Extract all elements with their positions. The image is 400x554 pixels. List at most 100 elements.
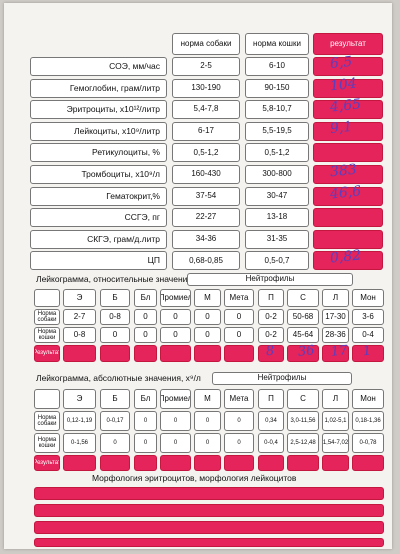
- relative-neutrophils-header: Нейтрофилы: [187, 273, 353, 286]
- handwritten-leukogram-result: 36: [297, 343, 315, 360]
- leukogram-row-label: Норма кошки: [34, 433, 60, 453]
- leukogram-result-cell[interactable]: [194, 455, 221, 471]
- leukogram-result-cell[interactable]: [160, 455, 191, 471]
- leukogram-column-header: Промиел: [160, 389, 191, 409]
- leukogram-result-cell[interactable]: [134, 455, 157, 471]
- leukogram-result-cell[interactable]: [258, 455, 284, 471]
- leukogram-result-cell[interactable]: [100, 455, 130, 471]
- leukogram-cell: 0: [160, 411, 191, 431]
- result-cell[interactable]: [313, 230, 383, 249]
- leukogram-result-cell[interactable]: [352, 455, 384, 471]
- leukogram-cell: 0: [134, 433, 157, 453]
- leukogram-column-header: П: [258, 389, 284, 409]
- relative-leukogram-title: Лейкограмма, относительные значения: [36, 274, 192, 284]
- leukogram-cell: 0-2: [258, 327, 284, 343]
- leukogram-column-header: П: [258, 289, 284, 307]
- absolute-leukogram-title: Лейкограмма, абсолютные значения, х⁹/л: [36, 373, 201, 383]
- leukogram-result-label: Результат: [34, 455, 60, 471]
- cat-norm-value: 0,5-1,2: [245, 143, 309, 162]
- parameter-label: Гемоглобин, грам/литр: [30, 79, 167, 98]
- cat-norm-header: норма кошки: [245, 33, 309, 55]
- leukogram-result-cell[interactable]: [224, 345, 254, 362]
- leukogram-cell: 2-7: [63, 309, 96, 325]
- morphology-title: Морфология эритроцитов, морфология лейко…: [92, 473, 296, 483]
- absolute-neutrophils-header: Нейтрофилы: [212, 372, 352, 385]
- dog-norm-value: 34-36: [172, 230, 240, 249]
- leukogram-header-spacer: [34, 389, 60, 409]
- leukogram-column-header: М: [194, 289, 221, 307]
- leukogram-column-header: Л: [322, 389, 349, 409]
- leukogram-result-cell[interactable]: [134, 345, 157, 362]
- leukogram-cell: 0: [224, 433, 254, 453]
- leukogram-cell: 0: [134, 327, 157, 343]
- leukogram-column-header: Промиел: [160, 289, 191, 307]
- leukogram-cell: 0: [134, 411, 157, 431]
- handwritten-result: 46,6: [329, 183, 362, 202]
- leukogram-cell: 0: [160, 433, 191, 453]
- leukogram-cell: 45-64: [287, 327, 319, 343]
- leukogram-cell: 0: [224, 411, 254, 431]
- dog-norm-value: 6-17: [172, 122, 240, 141]
- leukogram-cell: 0: [100, 433, 130, 453]
- leukogram-cell: 28-36: [322, 327, 349, 343]
- dog-norm-value: 0,5-1,2: [172, 143, 240, 162]
- leukogram-cell: 0-4: [352, 327, 384, 343]
- leukogram-result-cell[interactable]: [160, 345, 191, 362]
- cat-norm-value: 300-800: [245, 165, 309, 184]
- leukogram-cell: 1,54-7,02: [322, 433, 349, 453]
- dog-norm-value: 22-27: [172, 208, 240, 227]
- leukogram-cell: 0-0,78: [352, 433, 384, 453]
- result-cell[interactable]: [313, 208, 383, 227]
- dog-norm-value: 160-430: [172, 165, 240, 184]
- dog-norm-value: 5,4-7,8: [172, 100, 240, 119]
- leukogram-cell: 0-8: [100, 309, 130, 325]
- leukogram-result-cell[interactable]: [194, 345, 221, 362]
- leukogram-cell: 0: [160, 327, 191, 343]
- dog-norm-value: 0,68-0,85: [172, 251, 240, 270]
- parameter-label: СКГЭ, грам/д.литр: [30, 230, 167, 249]
- leukogram-cell: 0,18-1,36: [352, 411, 384, 431]
- parameter-label: Ретикулоциты, %: [30, 143, 167, 162]
- parameter-label: СОЭ, мм/час: [30, 57, 167, 76]
- leukogram-cell: 0: [160, 309, 191, 325]
- leukogram-row-label: Норма собаки: [34, 411, 60, 431]
- leukogram-result-cell[interactable]: [287, 455, 319, 471]
- leukogram-result-cell[interactable]: [322, 455, 349, 471]
- dog-norm-value: 2-5: [172, 57, 240, 76]
- leukogram-cell: 0: [100, 327, 130, 343]
- leukogram-cell: 0: [194, 309, 221, 325]
- handwritten-result: 383: [329, 162, 357, 181]
- cat-norm-value: 90-150: [245, 79, 309, 98]
- handwritten-leukogram-result: 1: [362, 344, 372, 360]
- leukogram-column-header: Мета: [224, 289, 254, 307]
- leukogram-cell: 50-68: [287, 309, 319, 325]
- result-cell[interactable]: [313, 143, 383, 162]
- handwritten-leukogram-result: 17: [330, 343, 348, 360]
- handwritten-result: 6,5: [329, 54, 353, 72]
- leukogram-result-cell[interactable]: [63, 455, 96, 471]
- parameter-label: Эритроциты, х10¹²/литр: [30, 100, 167, 119]
- morphology-line-1: [34, 487, 384, 500]
- leukogram-cell: 3-6: [352, 309, 384, 325]
- leukogram-row-label: Норма собаки: [34, 309, 60, 325]
- leukogram-column-header: Бл: [134, 389, 157, 409]
- dog-norm-header: норма собаки: [172, 33, 240, 55]
- leukogram-result-cell[interactable]: [100, 345, 130, 362]
- leukogram-cell: 0: [224, 327, 254, 343]
- leukogram-column-header: Мета: [224, 389, 254, 409]
- cat-norm-value: 30-47: [245, 187, 309, 206]
- leukogram-cell: 0: [194, 411, 221, 431]
- parameter-label: ССГЭ, пг: [30, 208, 167, 227]
- leukogram-column-header: С: [287, 289, 319, 307]
- leukogram-result-cell[interactable]: [63, 345, 96, 362]
- leukogram-result-label: Результат: [34, 345, 60, 362]
- leukogram-cell: 0-1,56: [63, 433, 96, 453]
- dog-norm-value: 37-54: [172, 187, 240, 206]
- cat-norm-value: 6-10: [245, 57, 309, 76]
- leukogram-column-header: Э: [63, 289, 96, 307]
- leukogram-result-cell[interactable]: [224, 455, 254, 471]
- leukogram-row-label: Норма кошки: [34, 327, 60, 343]
- leukogram-cell: 0: [194, 433, 221, 453]
- handwritten-leukogram-result: 8: [265, 344, 275, 360]
- cat-norm-value: 31-35: [245, 230, 309, 249]
